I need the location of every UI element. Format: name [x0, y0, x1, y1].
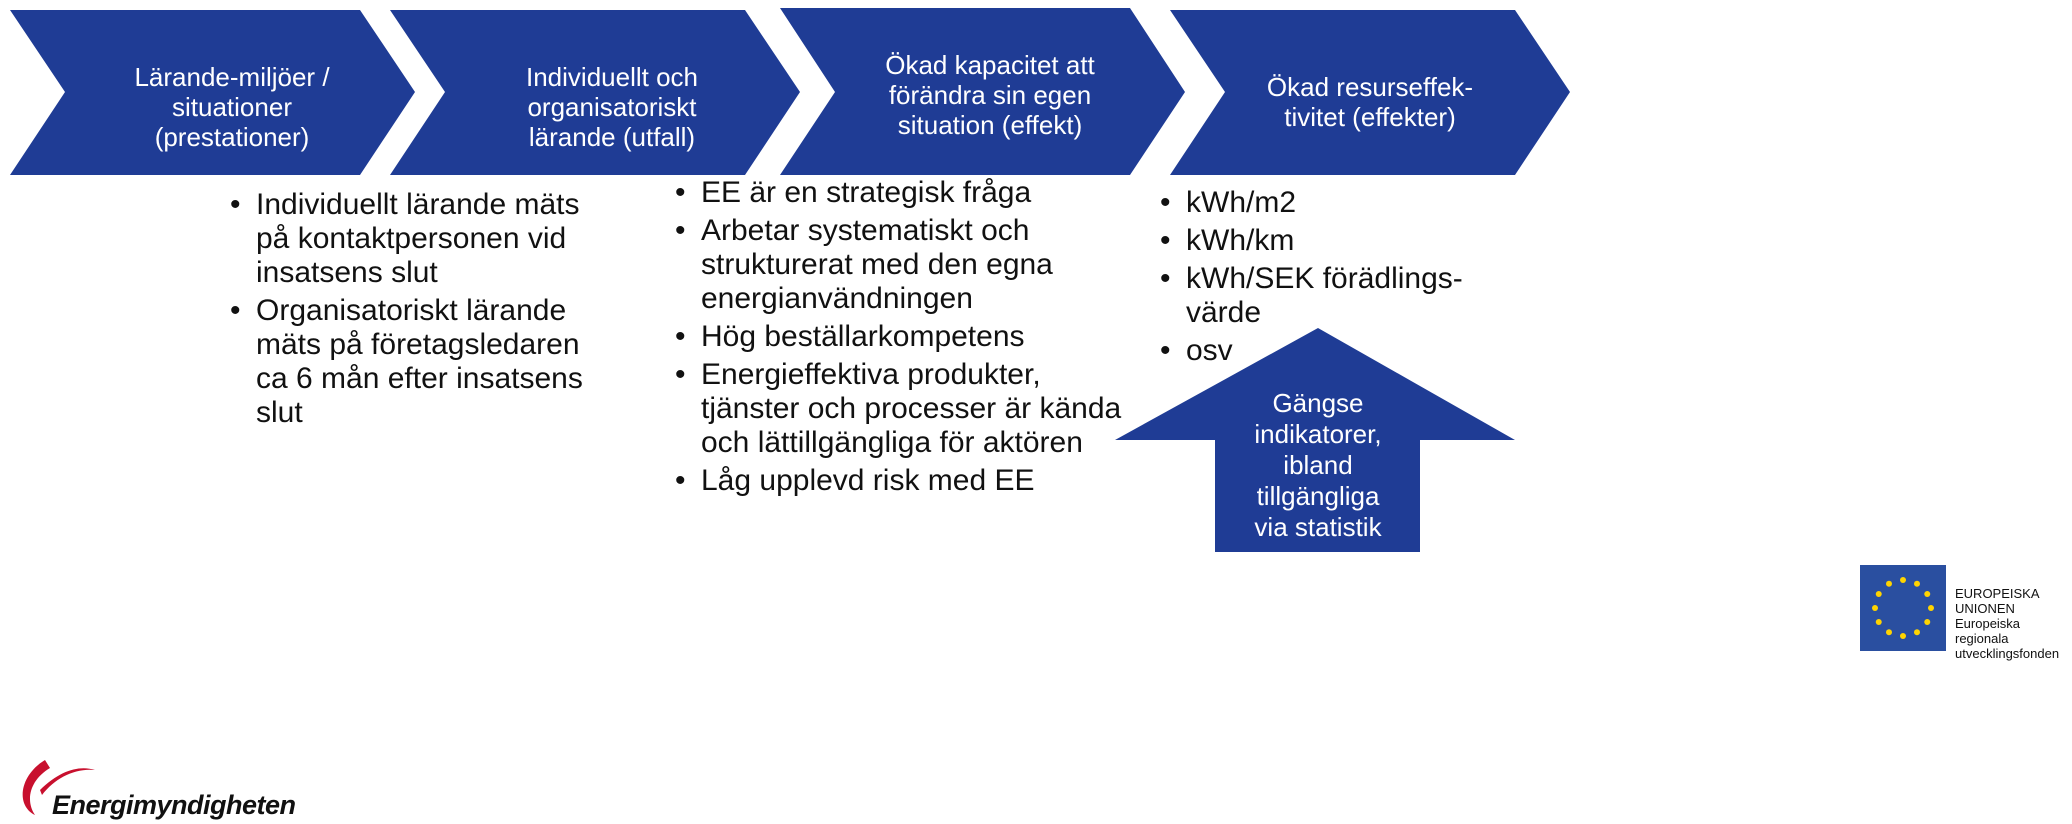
- logo-swoosh: [22, 760, 50, 815]
- arrow-label-line: tillgängliga: [1256, 481, 1380, 511]
- step-label-line: förändra sin egen: [888, 80, 1092, 110]
- arrow-label-line: via statistik: [1254, 512, 1382, 542]
- bullet-item: Individuellt lärande mäts på kontaktpers…: [230, 188, 586, 290]
- chevron: [1170, 10, 1570, 175]
- eu-text-line: UNIONEN: [1955, 601, 2015, 616]
- step-label-line: organisatoriskt: [527, 92, 697, 122]
- arrow-label-line: indikatorer,: [1254, 419, 1382, 449]
- eu-star: [1924, 619, 1931, 625]
- eu-star: [1886, 580, 1892, 587]
- eu-star: [1900, 633, 1906, 639]
- step-label-line: (prestationer): [154, 122, 310, 152]
- arrow-label-line: ibland: [1283, 450, 1353, 480]
- bullet-item: kWh/km: [1160, 224, 1526, 258]
- step-label-line: lärande (utfall): [528, 122, 696, 152]
- eu-star: [1914, 629, 1920, 636]
- eu-star: [1875, 619, 1882, 625]
- step-label-line: situationer: [172, 92, 292, 122]
- logo-swoosh: [40, 768, 95, 795]
- eu-text: EUROPEISKA UNIONEN Europeiska regionala utve…: [1955, 586, 2059, 661]
- step-label-line: Ökad kapacitet att: [885, 50, 1095, 80]
- eu-star: [1928, 605, 1934, 611]
- bullet-item: EE är en strategisk fråga: [675, 176, 1131, 210]
- step-label: Individuellt och organisatoriskt lärande (…: [526, 62, 698, 152]
- eu-star: [1872, 605, 1878, 611]
- bullet-item: kWh/m2: [1160, 186, 1526, 220]
- bullet-list: Individuellt lärande mäts på kontaktpers…: [230, 188, 586, 434]
- logo-text: Energimyndigheten: [52, 790, 296, 820]
- eu-text-line: utvecklingsfonden: [1955, 646, 2060, 661]
- eu-star: [1900, 577, 1906, 583]
- bullet-list: kWh/m2 kWh/km kWh/SEK förädlings-värde osv: [1160, 186, 1526, 372]
- eu-star: [1914, 580, 1920, 587]
- step-label: Ökad resurseffek-tivitet (effekter): [1267, 72, 1473, 132]
- step-label-line: Lärande-miljöer /: [134, 62, 330, 92]
- step-label: Ökad kapacitet att förändra sin egen situa…: [885, 50, 1095, 140]
- bullet-item: Låg upplevd risk med EE: [675, 464, 1131, 498]
- eu-text-line: regionala: [1955, 631, 2009, 646]
- eu-star: [1924, 591, 1931, 597]
- eu-text-line: EUROPEISKA: [1955, 586, 2040, 601]
- step-label-line: Ökad resurseffek-: [1266, 72, 1474, 102]
- eu-star: [1886, 629, 1892, 636]
- step-label: Lärande-miljöer / situationer (prestatione…: [134, 62, 329, 152]
- chevron: [390, 10, 800, 175]
- chevron: [780, 8, 1185, 175]
- arrow-label: Gängse indikatorer, ibland tillgängliga via …: [1254, 388, 1381, 543]
- eu-stars: [1872, 577, 1934, 639]
- step-label-line: tivitet (effekter): [1284, 102, 1456, 132]
- bullet-item: Organisatoriskt lärande mäts på företags…: [230, 294, 586, 430]
- chevrons: [10, 8, 1570, 552]
- bullet-item: osv: [1160, 334, 1526, 368]
- eu-text-line: Europeiska: [1955, 616, 2021, 631]
- bullet-list: EE är en strategisk fråga Arbetar systema…: [675, 176, 1131, 502]
- step-label-line: situation (effekt): [897, 110, 1083, 140]
- bullet-item: kWh/SEK förädlings-värde: [1160, 262, 1526, 330]
- up-arrow: [1115, 328, 1515, 552]
- bullet-item: Energieffektiva produkter, tjänster och …: [675, 358, 1131, 460]
- eu-star: [1875, 591, 1882, 597]
- bullet-item: Arbetar systematiskt och strukturerat me…: [675, 214, 1131, 316]
- chevron: [10, 10, 415, 175]
- arrow-label-line: Gängse: [1272, 388, 1364, 418]
- step-label-line: Individuellt och: [526, 62, 698, 92]
- bullet-item: Hög beställarkompetens: [675, 320, 1131, 354]
